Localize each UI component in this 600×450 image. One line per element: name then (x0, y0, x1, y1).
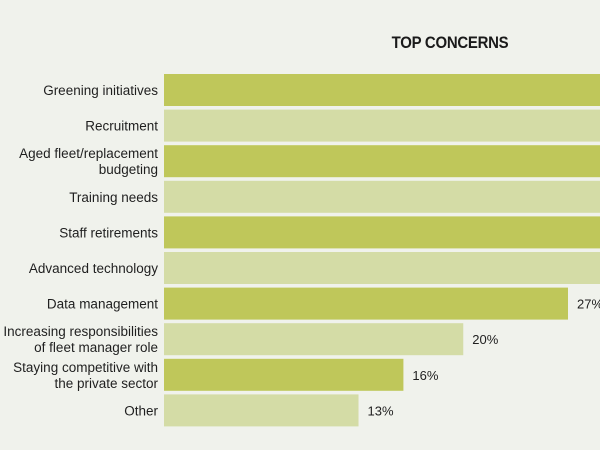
value-label: 27% (577, 297, 600, 312)
category-label: Aged fleet/replacement budgeting (19, 146, 158, 177)
chart-title: TOP CONCERNS (391, 33, 509, 52)
bar (164, 180, 600, 213)
value-label: 16% (412, 368, 438, 383)
category-label: Advanced technology (29, 261, 158, 276)
category-label: Recruitment (85, 119, 158, 134)
category-label: Staying competitive with the private sect… (13, 360, 158, 391)
bar (164, 145, 600, 178)
category-label: Other (124, 403, 158, 418)
category-label: Data management (47, 297, 158, 312)
category-label: Training needs (69, 190, 158, 205)
bar (164, 74, 600, 106)
category-label: Staff retirements (59, 225, 158, 240)
value-label: 13% (368, 403, 394, 418)
bar (164, 323, 464, 356)
bar (164, 287, 568, 320)
value-label: 20% (472, 332, 498, 347)
bar (164, 358, 404, 391)
bar (164, 216, 600, 249)
bar (164, 252, 600, 284)
bar (164, 394, 359, 427)
category-label: Greening initiatives (43, 83, 158, 98)
category-label: Increasing responsibilities of fleet mana… (3, 324, 158, 355)
bar (164, 109, 600, 142)
